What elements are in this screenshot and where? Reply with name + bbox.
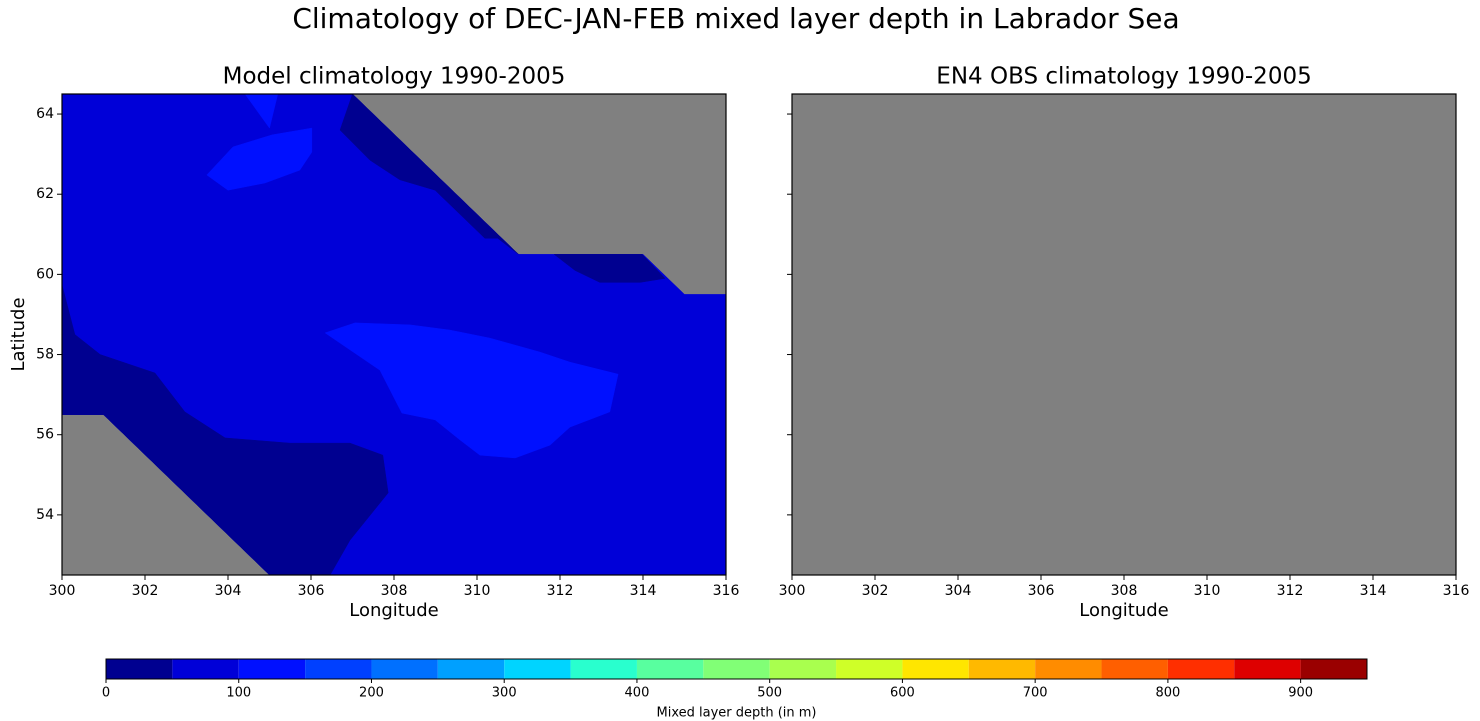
colorbar-tick-label: 0 — [102, 686, 110, 701]
y-tick-label: 58 — [36, 347, 54, 363]
x-tick-label: 316 — [713, 583, 740, 599]
colorbar-tick-label: 400 — [625, 686, 650, 701]
colorbar-segment — [1300, 659, 1367, 679]
x-tick-label: 316 — [1443, 583, 1470, 599]
x-tick-label: 300 — [779, 583, 806, 599]
contour-region — [324, 322, 619, 459]
colorbar-tick-label: 200 — [359, 686, 384, 701]
x-axis-label: Longitude — [1079, 600, 1169, 621]
colorbar-segment — [1167, 659, 1235, 679]
x-tick-label: 312 — [547, 583, 574, 599]
colorbar-tick-label: 300 — [492, 686, 517, 701]
mask-background — [792, 94, 1456, 575]
figure-title: Climatology of DEC-JAN-FEB mixed layer d… — [292, 2, 1179, 35]
x-tick-label: 306 — [298, 583, 325, 599]
colorbar-segment — [437, 659, 505, 679]
contour-region — [61, 284, 389, 576]
y-axis-label: Latitude — [8, 297, 29, 371]
colorbar-label: Mixed layer depth (in m) — [656, 706, 816, 721]
x-tick-label: 310 — [464, 583, 491, 599]
colorbar-tick-label: 500 — [757, 686, 782, 701]
contour-region — [339, 93, 519, 255]
colorbar-segment — [1234, 659, 1301, 679]
panel-title: Model climatology 1990-2005 — [223, 64, 566, 90]
colorbar-tick-label: 600 — [890, 686, 915, 701]
colorbar-frame — [105, 658, 1368, 680]
colorbar-segment — [504, 659, 571, 679]
colorbar-segment — [371, 659, 438, 679]
x-tick-label: 304 — [945, 583, 972, 599]
colorbar-tick-label: 800 — [1155, 686, 1180, 701]
colorbar-segment — [703, 659, 770, 679]
x-tick-label: 308 — [1111, 583, 1138, 599]
y-tick-label: 60 — [36, 266, 54, 282]
x-tick-label: 310 — [1194, 583, 1221, 599]
x-tick-label: 304 — [215, 583, 242, 599]
colorbar-tick-label: 900 — [1288, 686, 1313, 701]
y-tick-label: 62 — [36, 186, 54, 202]
colorbar-segment — [570, 659, 637, 679]
colorbar-segment — [106, 659, 173, 679]
colorbar-tick-label: 100 — [226, 686, 251, 701]
x-tick-label: 302 — [862, 583, 889, 599]
colorbar-segment — [1035, 659, 1102, 679]
x-tick-label: 312 — [1277, 583, 1304, 599]
colorbar-tick-label: 700 — [1023, 686, 1048, 701]
x-tick-label: 306 — [1028, 583, 1055, 599]
contour-region — [553, 254, 666, 283]
x-tick-label: 300 — [49, 583, 76, 599]
colorbar-segment — [238, 659, 306, 679]
x-tick-label: 314 — [630, 583, 657, 599]
colorbar-segment — [968, 659, 1036, 679]
x-tick-label: 314 — [1360, 583, 1387, 599]
x-tick-label: 308 — [381, 583, 408, 599]
colorbar-segment — [1101, 659, 1168, 679]
x-axis-label: Longitude — [349, 600, 439, 621]
colorbar-segment — [305, 659, 372, 679]
colorbar-segment — [902, 659, 969, 679]
y-tick-label: 64 — [36, 106, 54, 122]
contour-region — [206, 127, 313, 191]
y-tick-label: 54 — [36, 507, 54, 523]
colorbar-segment — [769, 659, 837, 679]
colorbar-segment — [172, 659, 239, 679]
y-tick-label: 56 — [36, 427, 54, 443]
x-tick-label: 302 — [132, 583, 159, 599]
colorbar-segment — [636, 659, 704, 679]
colorbar-segment — [836, 659, 903, 679]
panel-title: EN4 OBS climatology 1990-2005 — [936, 64, 1311, 90]
